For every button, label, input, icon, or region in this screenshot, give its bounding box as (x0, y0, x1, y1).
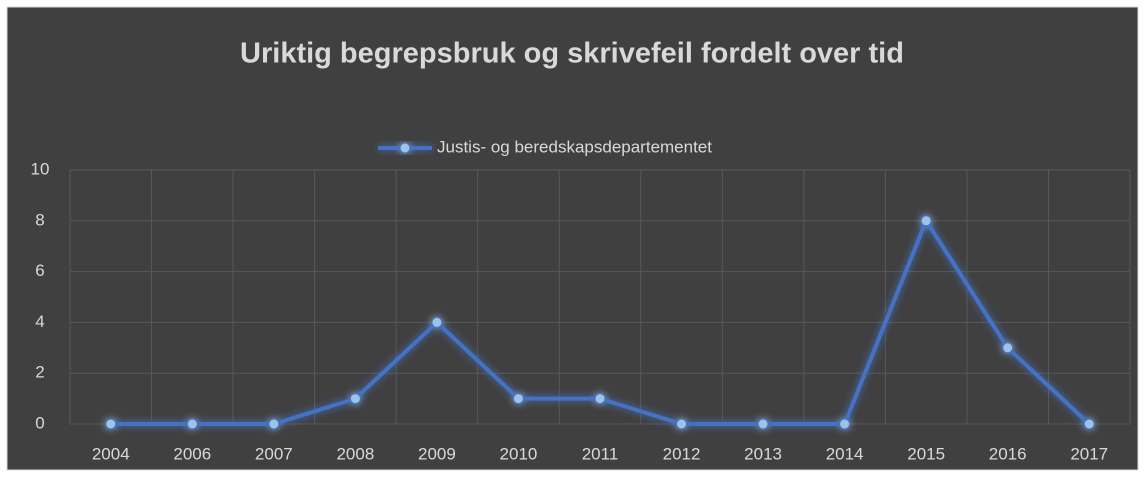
marker (839, 418, 851, 430)
y-tick-label: 4 (35, 312, 44, 331)
marker (920, 215, 932, 227)
legend-marker (399, 142, 411, 154)
marker (676, 418, 688, 430)
x-tick-label: 2014 (826, 444, 864, 463)
x-tick-label: 2017 (1070, 444, 1108, 463)
marker (594, 393, 606, 405)
marker (757, 418, 769, 430)
x-tick-label: 2012 (663, 444, 701, 463)
marker (1083, 418, 1095, 430)
x-tick-label: 2010 (500, 444, 538, 463)
marker (349, 393, 361, 405)
marker (512, 393, 524, 405)
chart-background (6, 6, 1139, 471)
x-tick-label: 2007 (255, 444, 293, 463)
x-tick-label: 2015 (907, 444, 945, 463)
series (105, 215, 1095, 430)
x-tick-label: 2016 (989, 444, 1027, 463)
legend-label: Justis- og beredskapsdepartementet (437, 137, 712, 156)
x-tick-label: 2013 (744, 444, 782, 463)
x-tick-label: 2008 (336, 444, 374, 463)
y-tick-label: 10 (31, 159, 50, 178)
x-tick-label: 2006 (173, 444, 211, 463)
marker (268, 418, 280, 430)
y-tick-label: 2 (35, 363, 44, 382)
x-tick-label: 2004 (92, 444, 130, 463)
chart-title: Uriktig begrepsbruk og skrivefeil fordel… (240, 38, 904, 70)
legend-key (378, 142, 432, 154)
marker (431, 316, 443, 328)
marker (105, 418, 117, 430)
x-tick-label: 2009 (418, 444, 456, 463)
y-tick-label: 6 (35, 261, 44, 280)
marker (186, 418, 198, 430)
marker (1002, 342, 1014, 354)
y-tick-label: 8 (35, 210, 44, 229)
x-tick-label: 2011 (582, 444, 619, 463)
y-tick-label: 0 (35, 413, 44, 432)
